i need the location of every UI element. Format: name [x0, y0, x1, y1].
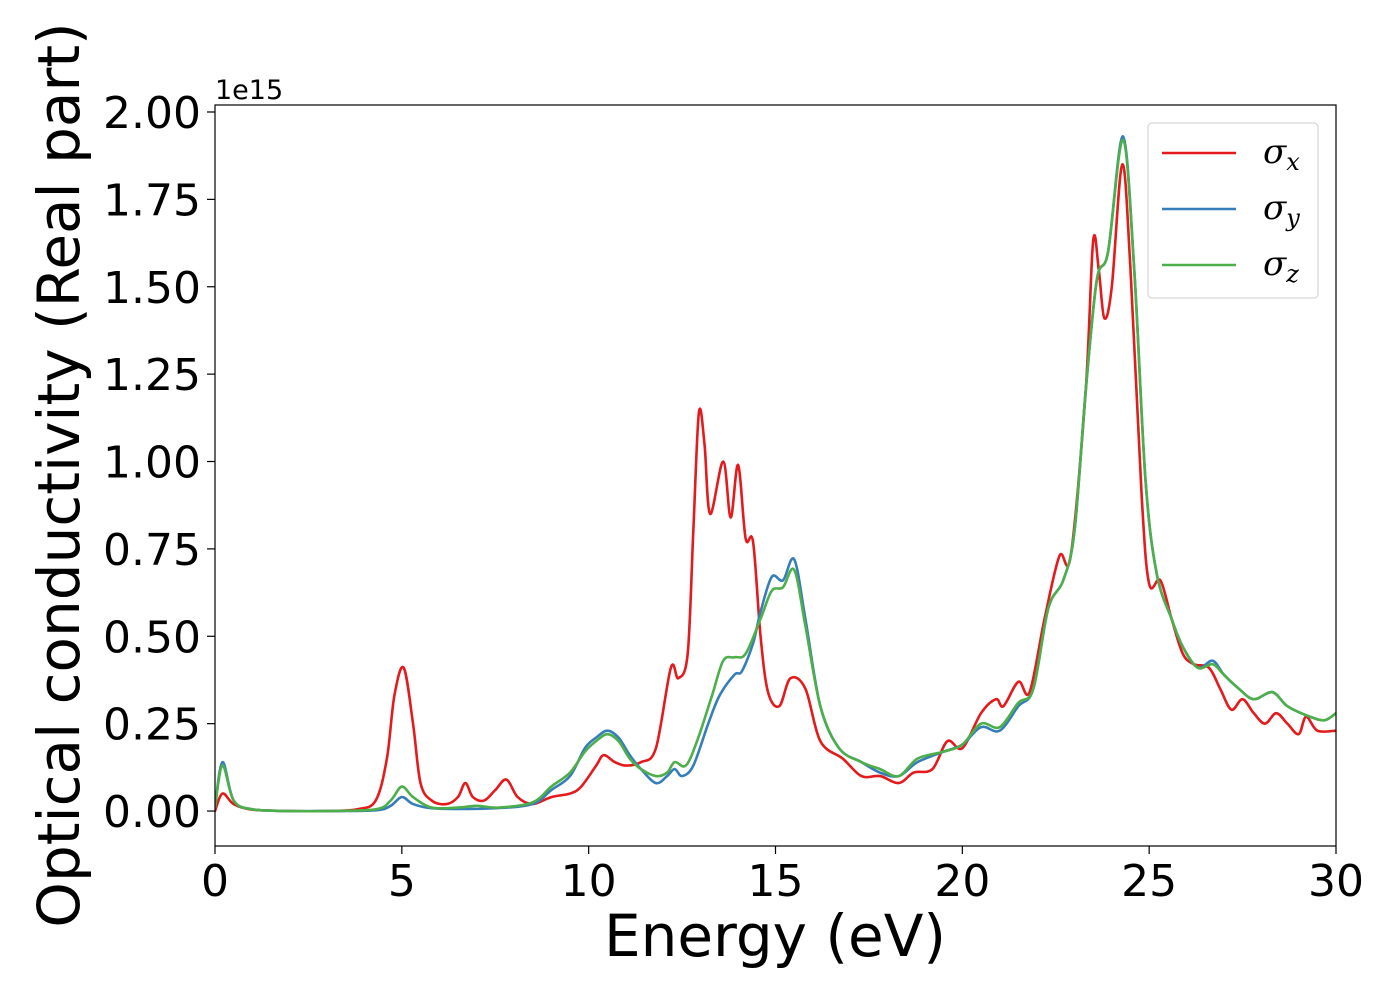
y-axis-label: Optical conductivity (Real part) — [25, 22, 93, 927]
x-tick-label: 15 — [748, 856, 804, 907]
x-axis-label: Energy (eV) — [604, 902, 946, 970]
y-axis-ticks: 0.00 0.25 0.50 0.75 1.00 1.25 1.50 1.75 2.00 — [103, 88, 215, 838]
y-tick-label: 1.25 — [103, 350, 201, 401]
y-tick-label: 0.00 — [103, 787, 201, 838]
series-lines — [215, 135, 1336, 813]
x-tick-label: 5 — [388, 856, 416, 907]
y-tick-label: 1.00 — [103, 438, 201, 489]
y-tick-label: 0.25 — [103, 700, 201, 751]
y-tick-label: 2.00 — [103, 88, 201, 139]
legend: σx σy σz — [1147, 122, 1319, 299]
y-tick-label: 0.50 — [103, 612, 201, 663]
x-tick-label: 0 — [201, 856, 229, 907]
legend-label-sigma-y: σy — [1263, 188, 1300, 232]
legend-label-sigma-x: σx — [1263, 132, 1300, 176]
legend-label-sigma-z: σz — [1263, 244, 1299, 288]
legend-box — [1147, 122, 1319, 299]
x-tick-label: 10 — [561, 856, 617, 907]
series-line-sigma-x — [215, 163, 1336, 813]
y-tick-label: 1.75 — [103, 175, 201, 226]
x-axis-ticks: 0 5 10 15 20 25 30 — [201, 846, 1364, 907]
y-tick-label: 1.50 — [103, 263, 201, 314]
x-tick-label: 20 — [934, 856, 990, 907]
x-tick-label: 30 — [1308, 856, 1364, 907]
series-line-sigma-z — [215, 138, 1336, 813]
y-tick-label: 0.75 — [103, 525, 201, 576]
x-tick-label: 25 — [1121, 856, 1177, 907]
y-offset-label: 1e15 — [215, 75, 283, 106]
